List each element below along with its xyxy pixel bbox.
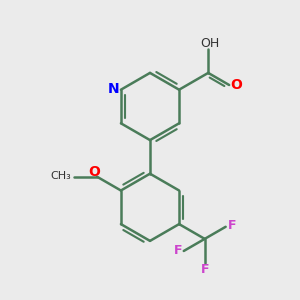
Text: O: O	[88, 165, 100, 179]
Text: F: F	[200, 262, 209, 276]
Text: F: F	[227, 219, 236, 232]
Text: O: O	[230, 78, 242, 92]
Text: N: N	[108, 82, 120, 96]
Text: CH₃: CH₃	[51, 171, 71, 182]
Text: F: F	[173, 244, 182, 257]
Text: OH: OH	[200, 37, 220, 50]
